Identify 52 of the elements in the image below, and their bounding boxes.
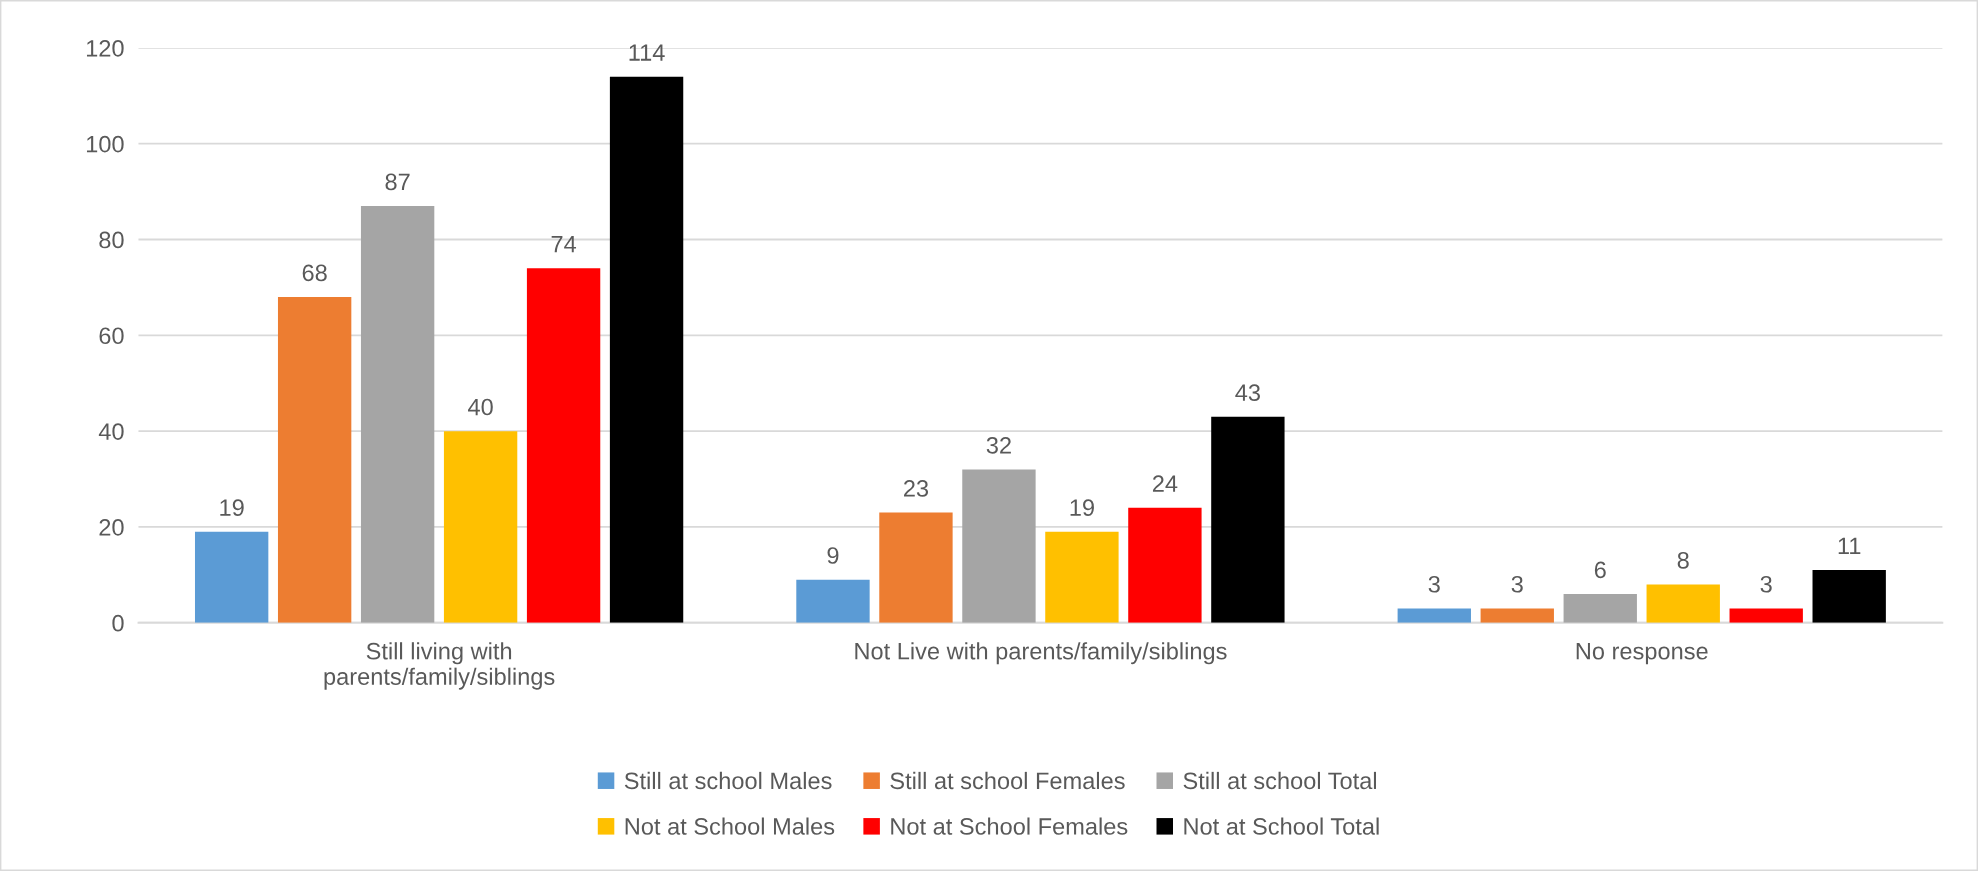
bar: [277, 297, 352, 623]
bar: [1128, 507, 1202, 623]
data-label: 32: [986, 436, 1011, 454]
data-label: 114: [629, 44, 665, 61]
y-tick-label: 20: [99, 519, 124, 536]
bar: [194, 531, 269, 623]
legend-label: Still at school Total: [1183, 771, 1377, 790]
data-label: 6: [1594, 561, 1606, 579]
data-label: 68: [302, 264, 327, 282]
bar: [796, 579, 870, 623]
data-label: 24: [1152, 475, 1178, 492]
data-label: 19: [1070, 499, 1094, 516]
bar: [443, 431, 518, 623]
data-label: 23: [904, 480, 929, 497]
data-label: 19: [220, 499, 244, 516]
bar: [1729, 608, 1803, 623]
legend-label: Still at school Females: [890, 771, 1125, 790]
bar: [526, 268, 601, 623]
y-tick-label: 0: [112, 614, 124, 632]
data-label: 3: [1428, 575, 1440, 593]
bar: [879, 512, 953, 623]
bar: [1397, 608, 1471, 623]
legend-label: Not at School Females: [891, 817, 1128, 835]
bar: [1563, 594, 1637, 623]
bar: [962, 469, 1036, 623]
data-label: 87: [385, 173, 410, 191]
data-label: 40: [468, 398, 493, 416]
x-tick-label: Not Live with parents/family/siblings: [855, 642, 1227, 665]
data-label: 3: [1760, 575, 1772, 593]
data-label: 74: [551, 236, 577, 253]
bar: [1211, 416, 1285, 623]
bar: [1646, 584, 1720, 623]
bar: [360, 205, 435, 623]
x-tick-label: No response: [1576, 643, 1708, 665]
legend-label: Still at school Males: [624, 771, 832, 790]
y-tick-label: 120: [86, 39, 124, 57]
x-tick-label: Still living with parents/family/siblings: [324, 642, 555, 690]
y-tick-label: 60: [99, 327, 124, 345]
legend-label: Not at School Males: [625, 817, 835, 835]
y-tick-label: 40: [98, 423, 124, 440]
bar: [1045, 531, 1119, 623]
y-tick-label: 80: [99, 231, 124, 249]
bar: [609, 76, 684, 623]
data-label: 9: [827, 547, 839, 564]
data-label: 43: [1235, 384, 1260, 401]
y-tick-label: 100: [86, 135, 124, 153]
bar: [1480, 608, 1554, 623]
bar: [1812, 570, 1886, 623]
legend-label: Not at School Total: [1184, 817, 1379, 835]
data-label: 3: [1511, 575, 1523, 593]
data-label: 8: [1677, 551, 1689, 569]
data-label: 11: [1838, 537, 1861, 555]
